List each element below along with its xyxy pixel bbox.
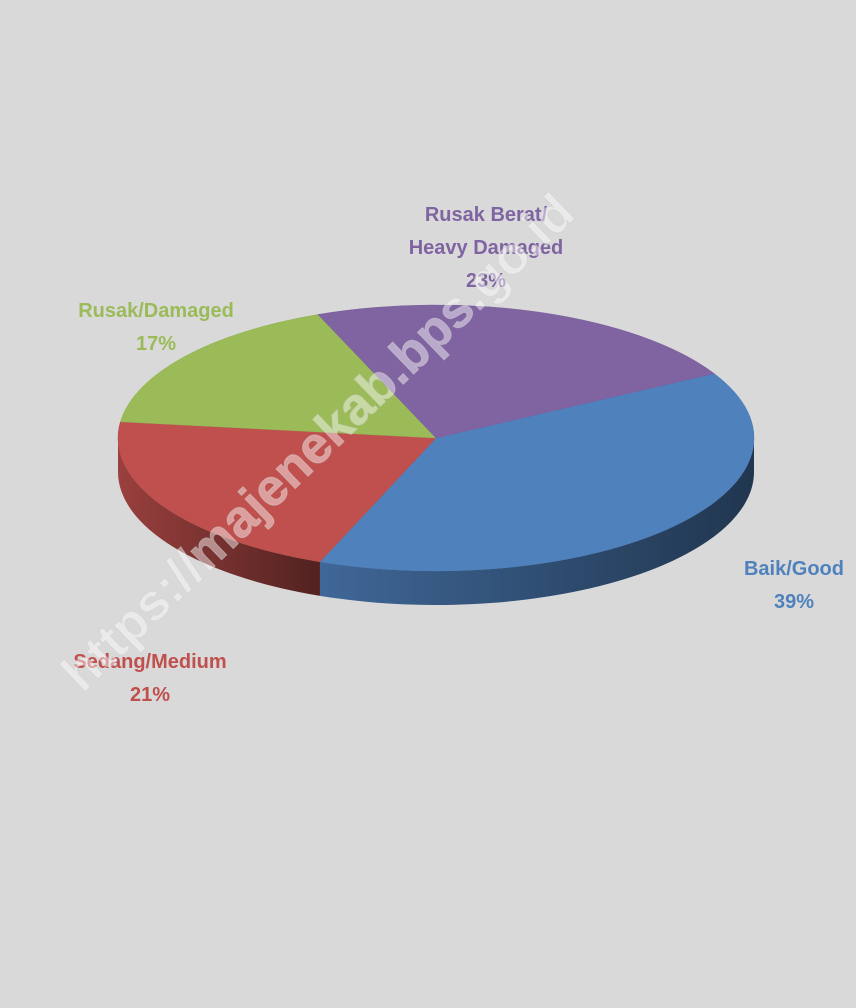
data-label-medium: Sedang/Medium 21% — [73, 651, 226, 706]
pie-slices — [117, 304, 755, 572]
data-label-line: 23% — [466, 270, 506, 292]
data-label-line: 17% — [136, 333, 176, 355]
pie-slice-damaged — [120, 314, 437, 439]
data-label-heavy-damaged: Rusak Berat/Heavy Damaged 23% — [409, 204, 564, 292]
pie-slice-medium — [117, 421, 437, 563]
data-label-line: 21% — [130, 684, 170, 706]
data-label-line: Rusak Berat/ — [425, 204, 548, 226]
pie-slice-good — [319, 373, 755, 572]
data-label-line: Baik/Good — [744, 558, 844, 580]
data-label-line: Sedang/Medium — [73, 651, 226, 673]
data-label-line: Rusak/Damaged — [78, 300, 234, 322]
pie-slice-heavy-damaged — [317, 304, 715, 439]
pie-side-medium — [118, 438, 320, 596]
data-labels: Baik/Good 39% Sedang/Medium 21% Rusak/Damage… — [73, 204, 844, 706]
data-label-line: 39% — [774, 591, 814, 613]
pie-side-good — [319, 438, 754, 606]
data-label-line: Heavy Damaged — [409, 237, 564, 259]
pie-sides — [118, 438, 754, 606]
data-label-good: Baik/Good 39% — [744, 558, 844, 613]
data-label-damaged: Rusak/Damaged 17% — [78, 300, 234, 355]
